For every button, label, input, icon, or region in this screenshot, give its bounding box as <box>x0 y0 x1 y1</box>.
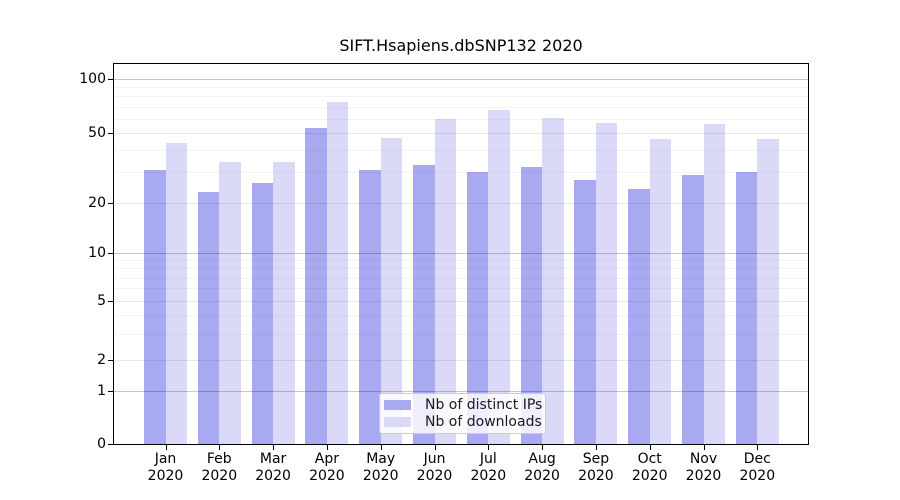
bar-feb-distinct-ips <box>197 192 220 444</box>
x-axis-tick <box>649 445 651 450</box>
bar-may-distinct-ips <box>359 169 381 444</box>
x-label-month: Mar <box>259 451 287 467</box>
x-axis-tick-label: Jul 2020 <box>458 451 518 485</box>
x-label-year: 2020 <box>255 468 291 484</box>
bar-mar-distinct-ips <box>251 182 274 444</box>
x-label-month: Feb <box>206 451 232 467</box>
x-axis-tick-label: Nov 2020 <box>674 451 734 485</box>
bar-nov-distinct-ips <box>682 174 704 444</box>
y-axis-tick-label: 0 <box>97 436 106 452</box>
y-axis-tick <box>108 391 113 392</box>
x-axis-tick <box>757 445 759 450</box>
x-axis-tick <box>219 445 221 450</box>
y-axis-tick-label: 20 <box>88 195 106 211</box>
x-label-year: 2020 <box>416 468 453 484</box>
bar-dec-distinct-ips <box>735 172 758 444</box>
bars-layer <box>114 64 808 444</box>
bar-jan-downloads <box>165 142 187 444</box>
y-axis-tick <box>108 79 113 80</box>
y-axis-tick <box>108 444 113 445</box>
bar-jul-downloads <box>488 110 510 444</box>
x-label-month: Nov <box>689 451 718 467</box>
x-axis-tick <box>326 445 328 450</box>
bar-jan-distinct-ips <box>144 169 166 444</box>
x-axis-tick <box>273 445 275 450</box>
x-axis-tick <box>380 445 382 450</box>
x-label-month: May <box>366 451 396 467</box>
plot-area: Nb of distinct IPs Nb of downloads <box>113 63 809 445</box>
bar-feb-downloads <box>219 162 241 444</box>
x-label-year: 2020 <box>309 468 345 484</box>
x-label-year: 2020 <box>578 468 614 484</box>
x-label-month: Oct <box>637 451 662 467</box>
x-axis-tick-label: May 2020 <box>351 451 411 485</box>
bar-jul-distinct-ips <box>466 172 489 444</box>
x-label-month: Jan <box>154 451 177 467</box>
chart-title: SIFT.Hsapiens.dbSNP132 2020 <box>339 36 583 55</box>
bar-oct-downloads <box>649 139 672 444</box>
y-axis-tick <box>108 301 113 302</box>
bar-nov-downloads <box>703 124 725 444</box>
x-axis-tick-label: Dec 2020 <box>727 451 787 485</box>
legend: Nb of distinct IPs Nb of downloads <box>379 393 546 434</box>
x-label-month: Aug <box>528 451 556 467</box>
x-label-year: 2020 <box>631 468 668 484</box>
x-axis-tick <box>488 445 490 450</box>
x-label-year: 2020 <box>685 468 722 484</box>
x-axis-tick-label: Sep 2020 <box>566 451 626 485</box>
bar-dec-downloads <box>757 139 779 444</box>
x-label-year: 2020 <box>739 468 776 484</box>
x-axis-tick-label: Apr 2020 <box>297 451 357 485</box>
x-label-year: 2020 <box>201 468 238 484</box>
x-label-month: Jun <box>423 451 446 467</box>
y-axis-tick-label: 1 <box>97 383 106 399</box>
x-label-month: Jul <box>479 451 497 467</box>
bar-apr-downloads <box>326 102 349 444</box>
x-label-year: 2020 <box>147 468 184 484</box>
x-label-year: 2020 <box>470 468 507 484</box>
legend-swatch-distinct-ips <box>384 399 411 410</box>
x-axis-tick-label: Jun 2020 <box>405 451 465 485</box>
bar-jun-distinct-ips <box>413 164 435 444</box>
x-axis-tick-label: Feb 2020 <box>189 451 249 485</box>
y-axis-tick <box>108 133 113 134</box>
legend-label-distinct-ips: Nb of distinct IPs <box>425 396 543 413</box>
x-label-month: Sep <box>582 451 610 467</box>
x-label-year: 2020 <box>524 468 560 484</box>
bar-aug-distinct-ips <box>520 167 543 444</box>
x-axis-tick <box>595 445 597 450</box>
bar-jun-downloads <box>434 118 456 444</box>
bar-mar-downloads <box>273 162 295 444</box>
y-axis-tick <box>108 360 113 361</box>
bar-apr-distinct-ips <box>305 128 327 444</box>
x-label-year: 2020 <box>362 468 399 484</box>
bar-aug-downloads <box>542 117 564 444</box>
bar-sep-distinct-ips <box>574 180 596 444</box>
x-label-month: Apr <box>314 451 339 467</box>
x-axis-tick-label: Oct 2020 <box>620 451 680 485</box>
x-axis-tick-label: Aug 2020 <box>512 451 572 485</box>
x-axis-tick-label: Jan 2020 <box>136 451 196 485</box>
y-axis-tick <box>108 253 113 254</box>
y-axis-tick-label: 100 <box>79 71 106 87</box>
x-axis-tick <box>165 445 167 450</box>
x-axis-tick <box>703 445 705 450</box>
legend-entry-distinct-ips: Nb of distinct IPs <box>384 396 543 414</box>
bar-may-downloads <box>380 137 403 444</box>
x-label-month: Dec <box>743 451 771 467</box>
x-axis-tick <box>542 445 544 450</box>
legend-swatch-downloads <box>384 417 411 428</box>
y-axis-tick-label: 2 <box>97 352 106 368</box>
bar-oct-distinct-ips <box>628 189 650 444</box>
y-axis-tick-label: 10 <box>88 245 106 261</box>
x-axis-tick <box>434 445 436 450</box>
y-axis-tick <box>108 203 113 204</box>
bar-sep-downloads <box>595 122 618 444</box>
legend-entry-downloads: Nb of downloads <box>384 414 542 432</box>
y-axis-tick-label: 5 <box>97 293 106 309</box>
legend-label-downloads: Nb of downloads <box>425 414 542 431</box>
y-axis-tick-label: 50 <box>88 125 106 141</box>
x-axis-tick-label: Mar 2020 <box>243 451 303 485</box>
